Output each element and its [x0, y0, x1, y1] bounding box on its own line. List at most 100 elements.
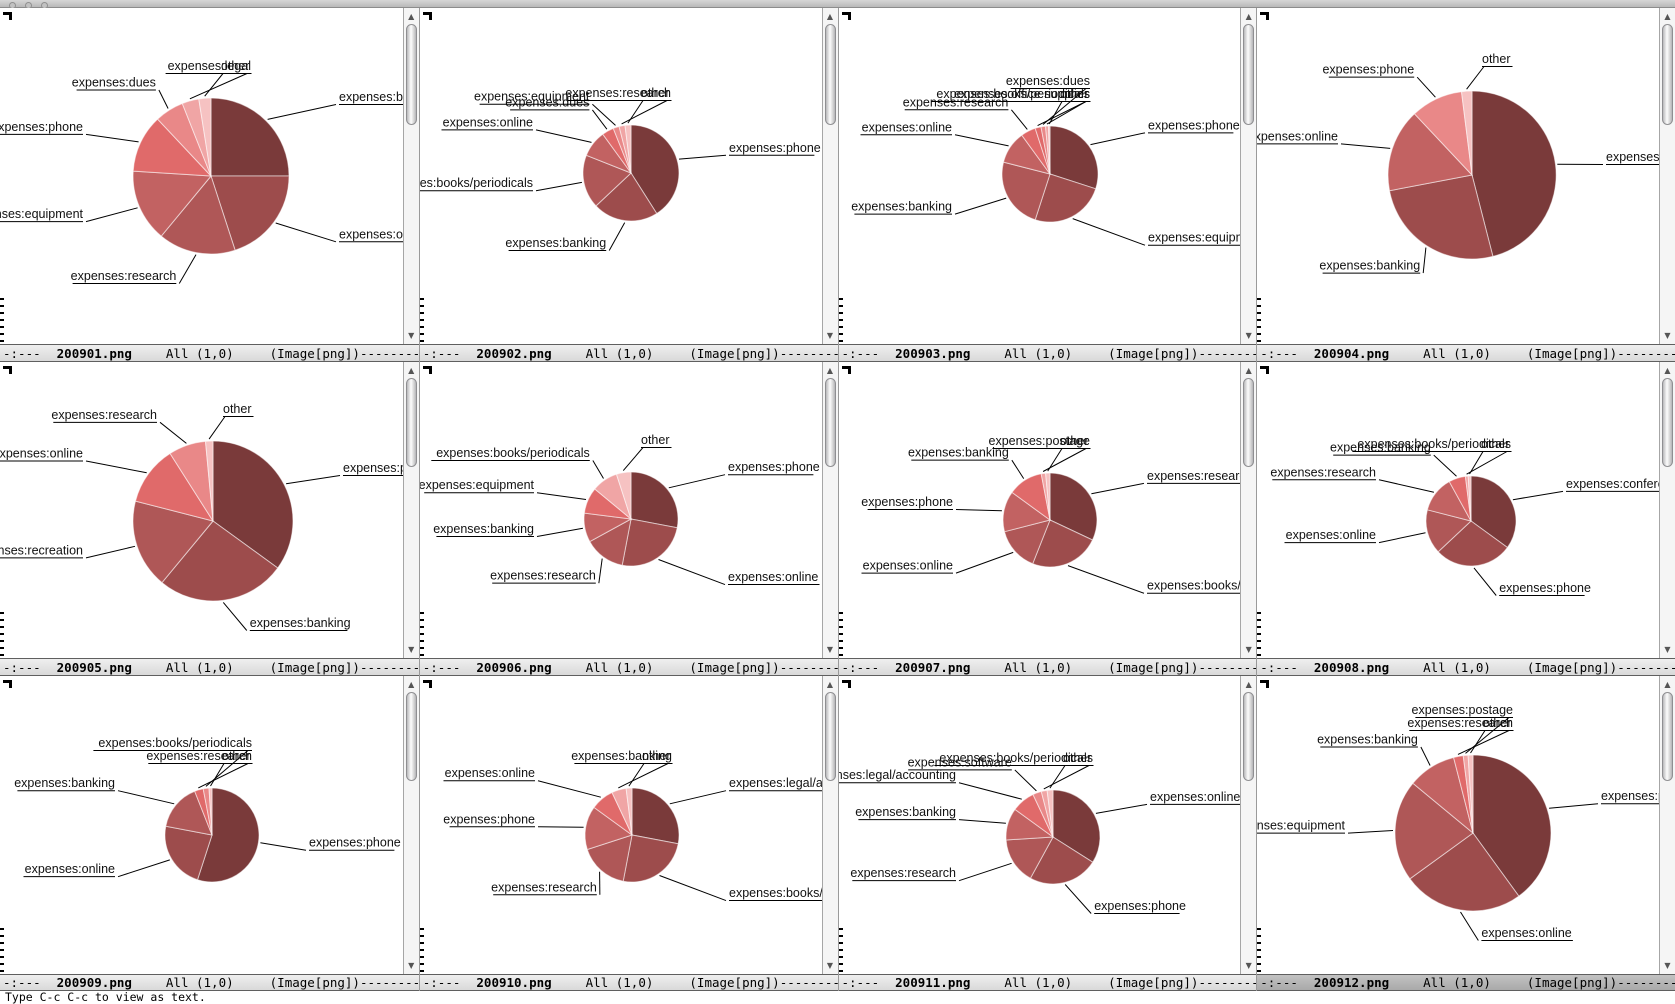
scrollbar-track[interactable]: ▲ ▼ — [821, 8, 838, 344]
modeline[interactable]: -:--- 200911.png All (1,0) (Image[png]) … — [838, 974, 1257, 991]
modeline[interactable]: -:--- 200906.png All (1,0) (Image[png]) … — [419, 658, 838, 676]
emacs-window[interactable]: expenses:research expenses:banking expense… — [1256, 8, 1675, 362]
scroll-up-arrow-icon[interactable]: ▲ — [1245, 366, 1252, 375]
emacs-window[interactable]: expenses:phone expenses:banking expenses:r… — [0, 362, 419, 676]
scrollbar-thumb[interactable] — [824, 378, 836, 467]
svg-text:expenses:legal/accounting: expenses:legal/accounting — [729, 776, 823, 790]
modeline-position: All (1,0) — [585, 345, 654, 361]
scroll-up-arrow-icon[interactable]: ▲ — [408, 366, 415, 375]
scrollbar-thumb[interactable] — [405, 692, 417, 782]
emacs-window[interactable]: expenses:phone expenses:online expenses:ba… — [0, 676, 419, 991]
image-buffer[interactable]: expenses:phone expenses:banking expenses:r… — [0, 362, 419, 658]
scroll-up-arrow-icon[interactable]: ▲ — [1664, 366, 1671, 375]
scroll-up-arrow-icon[interactable]: ▲ — [826, 12, 834, 21]
image-buffer[interactable]: expenses:phone expenses:equipment expenses… — [838, 8, 1257, 344]
scrollbar-track[interactable]: ▲ ▼ — [821, 362, 838, 658]
emacs-window[interactable]: expenses:banking expenses:online expenses:… — [0, 8, 419, 362]
modeline[interactable]: -:--- 200909.png All (1,0) (Image[png]) … — [0, 974, 419, 991]
scrollbar-track[interactable]: ▲ ▼ — [1240, 676, 1257, 974]
fringe-dash-icon — [0, 928, 4, 974]
scrollbar-track[interactable]: ▲ ▼ — [402, 8, 419, 344]
scroll-down-arrow-icon[interactable]: ▼ — [408, 331, 415, 340]
scrollbar-track[interactable]: ▲ ▼ — [1240, 362, 1257, 658]
scroll-down-arrow-icon[interactable]: ▼ — [1664, 645, 1671, 654]
scroll-down-arrow-icon[interactable]: ▼ — [408, 645, 415, 654]
scrollbar-thumb[interactable] — [1243, 24, 1255, 125]
scroll-down-arrow-icon[interactable]: ▼ — [826, 645, 834, 654]
modeline-dashes: ----------------------------------------… — [1617, 975, 1675, 990]
scrollbar-track[interactable]: ▲ ▼ — [402, 676, 419, 974]
image-buffer[interactable]: expenses:conferences expenses:phone expens… — [1257, 362, 1675, 658]
modeline[interactable]: -:--- 200907.png All (1,0) (Image[png]) … — [838, 658, 1257, 676]
image-buffer[interactable]: expenses:banking expenses:online expenses:… — [0, 8, 419, 344]
scroll-down-arrow-icon[interactable]: ▼ — [1245, 961, 1252, 970]
fringe-corner-icon — [3, 366, 12, 374]
scrollbar-thumb[interactable] — [824, 692, 836, 782]
modeline[interactable]: -:--- 200902.png All (1,0) (Image[png]) … — [419, 344, 838, 362]
modeline[interactable]: -:--- 200901.png All (1,0) (Image[png]) … — [0, 344, 419, 362]
modeline-filename: 200906.png — [476, 659, 552, 675]
modeline[interactable]: -:--- 200912.png All (1,0) (Image[png]) … — [1257, 974, 1675, 991]
emacs-window[interactable]: expenses:phone expenses:online expenses:re… — [418, 362, 838, 676]
scrollbar-thumb[interactable] — [1243, 378, 1255, 467]
modeline-mode: (Image[png]) — [269, 975, 360, 990]
image-buffer[interactable]: expenses:research expenses:books/periodic… — [838, 362, 1257, 658]
scroll-up-arrow-icon[interactable]: ▲ — [826, 680, 834, 689]
image-buffer[interactable]: expenses:phone expenses:online expenses:re… — [419, 362, 838, 658]
scroll-up-arrow-icon[interactable]: ▲ — [826, 366, 834, 375]
image-buffer[interactable]: expenses:online expenses:phone expenses:re… — [838, 676, 1257, 974]
scrollbar-thumb[interactable] — [824, 24, 836, 125]
svg-text:other: other — [223, 402, 252, 416]
scrollbar-track[interactable]: ▲ ▼ — [1659, 8, 1675, 344]
scroll-up-arrow-icon[interactable]: ▲ — [408, 12, 415, 21]
scrollbar-track[interactable]: ▲ ▼ — [1659, 676, 1675, 974]
scrollbar-thumb[interactable] — [1662, 692, 1673, 782]
scrollbar-thumb[interactable] — [405, 378, 417, 467]
scrollbar-thumb[interactable] — [1662, 378, 1673, 467]
emacs-window[interactable]: expenses:legal/accounting expenses:books/… — [418, 676, 838, 991]
modeline[interactable]: -:--- 200903.png All (1,0) (Image[png]) … — [838, 344, 1257, 362]
modeline[interactable]: -:--- 200904.png All (1,0) (Image[png]) … — [1257, 344, 1675, 362]
scrollbar-thumb[interactable] — [1243, 692, 1255, 782]
minibuffer[interactable]: Type C-c C-c to view as text. — [0, 991, 1675, 1004]
svg-text:expenses:books/periodicals: expenses:books/periodicals — [1358, 437, 1512, 451]
svg-text:expenses:recreation: expenses:recreation — [0, 543, 83, 557]
emacs-window[interactable]: expenses:phone expenses:equipment expenses… — [837, 8, 1257, 362]
modeline[interactable]: -:--- 200908.png All (1,0) (Image[png]) … — [1257, 658, 1675, 676]
window-titlebar[interactable] — [0, 0, 1675, 9]
image-buffer[interactable]: expenses:research expenses:banking expense… — [1257, 8, 1675, 344]
scrollbar-thumb[interactable] — [1662, 24, 1673, 125]
scroll-down-arrow-icon[interactable]: ▼ — [1245, 645, 1252, 654]
emacs-window[interactable]: expenses:research expenses:books/periodic… — [837, 362, 1257, 676]
scroll-up-arrow-icon[interactable]: ▲ — [408, 680, 415, 689]
scrollbar-track[interactable]: ▲ ▼ — [1240, 8, 1257, 344]
image-buffer[interactable]: expenses:phone expenses:banking expenses:b… — [419, 8, 838, 344]
scroll-up-arrow-icon[interactable]: ▲ — [1245, 12, 1252, 21]
scroll-down-arrow-icon[interactable]: ▼ — [408, 961, 415, 970]
scroll-up-arrow-icon[interactable]: ▲ — [1664, 12, 1671, 21]
scrollbar-thumb[interactable] — [405, 24, 417, 125]
image-buffer[interactable]: expenses:phone expenses:online expenses:eq… — [1257, 676, 1675, 974]
scroll-down-arrow-icon[interactable]: ▼ — [1664, 961, 1671, 970]
scrollbar-track[interactable]: ▲ ▼ — [402, 362, 419, 658]
emacs-window[interactable]: expenses:phone expenses:online expenses:eq… — [1256, 676, 1675, 991]
scroll-down-arrow-icon[interactable]: ▼ — [826, 331, 834, 340]
emacs-window[interactable]: expenses:conferences expenses:phone expens… — [1256, 362, 1675, 676]
emacs-window[interactable]: expenses:phone expenses:banking expenses:b… — [418, 8, 838, 362]
scroll-down-arrow-icon[interactable]: ▼ — [1664, 331, 1671, 340]
scroll-up-arrow-icon[interactable]: ▲ — [1664, 680, 1671, 689]
scroll-down-arrow-icon[interactable]: ▼ — [1245, 331, 1252, 340]
svg-text:expenses:phone: expenses:phone — [729, 141, 821, 155]
image-buffer[interactable]: expenses:legal/accounting expenses:books/… — [419, 676, 838, 974]
scrollbar-track[interactable]: ▲ ▼ — [821, 676, 838, 974]
scroll-up-arrow-icon[interactable]: ▲ — [1245, 680, 1252, 689]
modeline[interactable]: -:--- 200905.png All (1,0) (Image[png]) … — [0, 658, 419, 676]
emacs-window[interactable]: expenses:online expenses:phone expenses:re… — [837, 676, 1257, 991]
scroll-down-arrow-icon[interactable]: ▼ — [826, 961, 834, 970]
image-buffer[interactable]: expenses:phone expenses:online expenses:ba… — [0, 676, 419, 974]
modeline-dashes: ----------------------------------------… — [359, 659, 419, 675]
modeline[interactable]: -:--- 200910.png All (1,0) (Image[png]) … — [419, 974, 838, 991]
modeline-mode: (Image[png]) — [269, 659, 360, 675]
scrollbar-track[interactable]: ▲ ▼ — [1659, 362, 1675, 658]
modeline-prefix: -:--- — [3, 975, 41, 990]
